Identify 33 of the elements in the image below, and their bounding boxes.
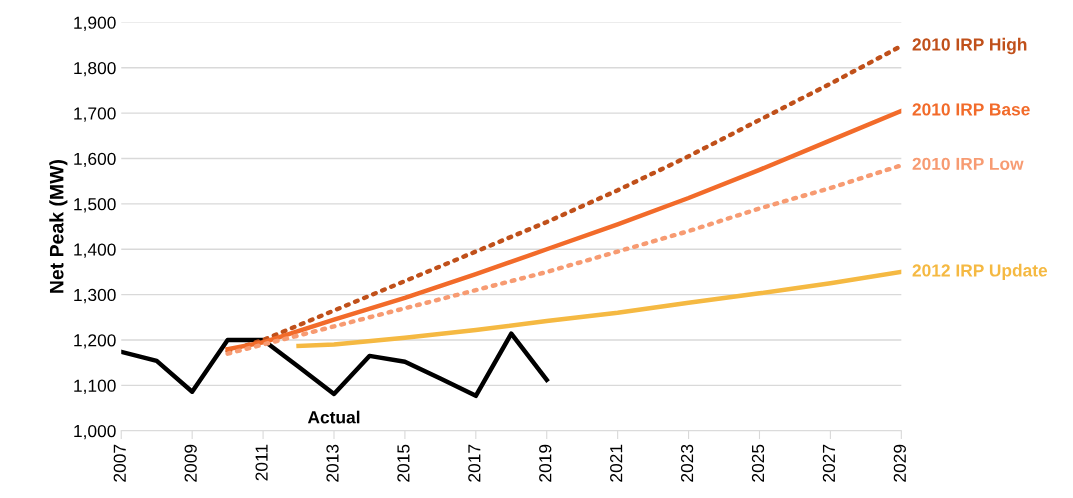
x-tick-label: 2015 [397, 444, 410, 482]
line-series [225, 43, 902, 354]
y-tick-label: 1,700 [74, 107, 116, 122]
y-tick-label: 1,600 [74, 152, 116, 168]
y-axis-title: Net Peak (MW) [49, 160, 68, 293]
line-series [225, 108, 902, 352]
series-label: 2010 IRP Low [912, 157, 1024, 170]
series-label: 2010 IRP High [912, 37, 1027, 55]
y-tick-label: 1,000 [74, 424, 116, 440]
annotation: Actual [307, 410, 360, 424]
series-label: 2012 IRP Update [912, 263, 1048, 281]
line-series [225, 163, 902, 356]
x-tick-label: 2021 [610, 444, 623, 482]
x-tick-label: 2007 [113, 444, 126, 482]
x-tick-label: 2009 [184, 444, 197, 482]
y-tick-label: 1,500 [74, 198, 116, 213]
series-label: 2010 IRP Base [912, 103, 1030, 116]
y-tick-label: 1,300 [74, 288, 116, 304]
y-tick-label: 1,400 [74, 243, 116, 258]
y-tick-label: 1,200 [74, 334, 116, 349]
x-tick-label: 2011 [255, 444, 268, 481]
line-series [121, 331, 549, 399]
y-tick-label: 1,800 [74, 61, 116, 77]
x-tick-label: 2027 [822, 444, 836, 482]
y-tick-label: 1,100 [74, 379, 116, 394]
x-tick-label: 2013 [326, 444, 339, 482]
y-tick-label: 1,900 [74, 16, 116, 31]
x-tick-label: 2023 [680, 444, 694, 482]
x-tick-label: 2029 [893, 444, 906, 482]
x-tick-label: 2025 [751, 444, 765, 482]
x-tick-label: 2017 [468, 444, 481, 482]
line-series [296, 269, 902, 349]
x-tick-label: 2019 [539, 444, 552, 482]
